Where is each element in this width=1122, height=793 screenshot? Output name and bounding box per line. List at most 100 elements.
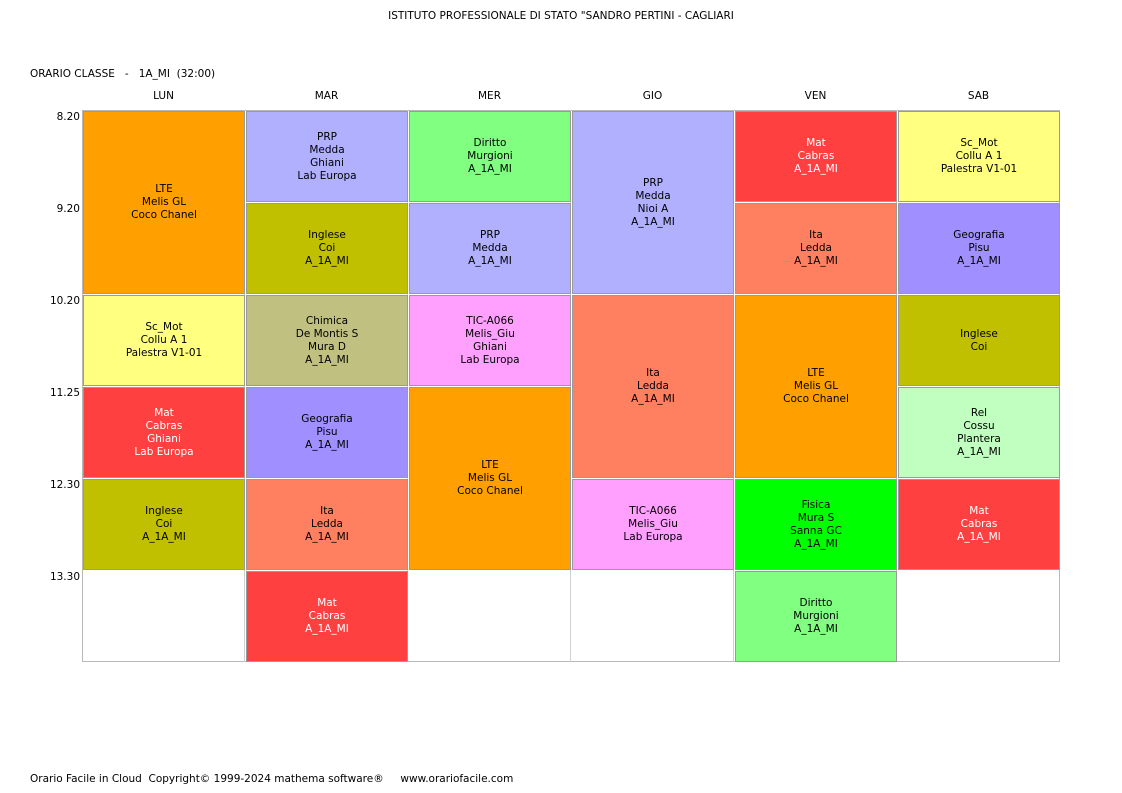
lesson-detail: Coi [970, 340, 988, 353]
lesson-detail: Pisu [968, 242, 990, 254]
lesson-subject: Chimica [305, 314, 349, 327]
lesson-block[interactable]: PRP Medda A_1A_MI [409, 203, 571, 294]
lesson-block[interactable]: TIC-A066 Melis_Giu Ghiani Lab Europa [409, 295, 571, 386]
lesson-detail: Mura S [797, 511, 835, 524]
lesson-detail: A_1A_MI [305, 353, 349, 366]
day-header-sab: SAB [967, 90, 990, 102]
lesson-detail: Lab Europa [460, 353, 520, 366]
lesson-detail: Ghiani [147, 432, 181, 445]
lesson-subject: Diritto [473, 137, 507, 149]
lesson-detail: A_1A_MI [794, 537, 838, 550]
grid-column-separator [244, 110, 245, 662]
lesson-detail: Ledda [637, 380, 669, 392]
lesson-detail: Collu A 1 [955, 150, 1003, 162]
lesson-detail: Coco Chanel [457, 485, 523, 497]
lesson-block[interactable]: TIC-A066 Melis_Giu Lab Europa [572, 479, 734, 570]
day-header-lun: LUN [153, 90, 174, 102]
lesson-block[interactable]: Mat Cabras Ghiani Lab Europa [83, 387, 245, 478]
lesson-detail: A_1A_MI [794, 623, 838, 635]
lesson-subject: Rel [970, 406, 988, 419]
lesson-block[interactable]: PRP Medda Ghiani Lab Europa [246, 111, 408, 202]
lesson-block[interactable]: LTE Melis GL Coco Chanel [735, 295, 897, 478]
lesson-block[interactable]: LTE Melis GL Coco Chanel [409, 387, 571, 570]
lesson-subject: Mat [969, 505, 989, 517]
lesson-block[interactable]: Sc_Mot Collu A 1 Palestra V1-01 [898, 111, 1060, 202]
lesson-subject: PRP [480, 229, 500, 241]
time-label: 11.25 [49, 387, 80, 399]
lesson-block[interactable]: Inglese Coi [898, 295, 1060, 386]
lesson-subject: TIC-A066 [629, 505, 677, 517]
lesson-detail: A_1A_MI [794, 163, 838, 175]
lesson-detail: Coco Chanel [131, 209, 197, 221]
lesson-detail: Collu A 1 [140, 334, 188, 346]
lesson-block[interactable]: Ita Ledda A_1A_MI [246, 479, 408, 570]
lesson-block[interactable]: Geografia Pisu A_1A_MI [246, 387, 408, 478]
lesson-subject: Mat [317, 597, 337, 609]
lesson-subject: Diritto [799, 597, 833, 609]
lesson-subject: PRP [643, 176, 663, 189]
lesson-block[interactable]: Fisica Mura S Sanna GC A_1A_MI [735, 479, 897, 570]
grid-column-separator [407, 110, 408, 662]
time-label: 9.20 [56, 203, 80, 215]
lesson-detail: Cabras [960, 518, 998, 530]
lesson-block[interactable]: Inglese Coi A_1A_MI [246, 203, 408, 294]
lesson-detail: Pisu [316, 426, 338, 438]
lesson-block[interactable]: Geografia Pisu A_1A_MI [898, 203, 1060, 294]
lesson-detail: Murgioni [793, 610, 839, 622]
footer-copyright: Orario Facile in Cloud Copyright© 1999-2… [30, 773, 514, 785]
lesson-block[interactable]: Mat Cabras A_1A_MI [246, 571, 408, 662]
lesson-block[interactable]: Rel Cossu Plantera A_1A_MI [898, 387, 1060, 478]
lesson-subject: Inglese [960, 327, 998, 340]
lesson-detail: Sanna GC [790, 524, 842, 537]
lesson-block[interactable]: Ita Ledda A_1A_MI [735, 203, 897, 294]
lesson-subject: Inglese [145, 505, 183, 517]
lesson-block[interactable]: LTE Melis GL Coco Chanel [83, 111, 245, 294]
lesson-block[interactable]: Inglese Coi A_1A_MI [83, 479, 245, 570]
time-label: 12.30 [49, 479, 80, 491]
lesson-subject: Inglese [308, 229, 346, 241]
lesson-subject: Ita [646, 367, 660, 379]
lesson-block[interactable]: Diritto Murgioni A_1A_MI [409, 111, 571, 202]
lesson-detail: Melis_Giu [628, 518, 678, 530]
lesson-detail: Ledda [311, 518, 343, 530]
lesson-detail: A_1A_MI [957, 531, 1001, 543]
lesson-detail: A_1A_MI [468, 255, 512, 267]
lesson-detail: Mura D [308, 340, 346, 353]
lesson-subject: Sc_Mot [960, 137, 998, 149]
lesson-detail: A_1A_MI [305, 255, 349, 267]
lesson-detail: Melis GL [141, 196, 187, 208]
lesson-detail: Ghiani [310, 156, 344, 169]
lesson-subject: LTE [481, 459, 499, 471]
lesson-detail: A_1A_MI [142, 531, 186, 543]
lesson-block[interactable]: PRP Medda Nioi A A_1A_MI [572, 111, 734, 294]
lesson-detail: Coco Chanel [783, 393, 849, 405]
lesson-detail: Coi [318, 242, 336, 254]
lesson-block[interactable]: Ita Ledda A_1A_MI [572, 295, 734, 478]
lesson-detail: Ledda [800, 242, 832, 254]
lesson-subject: Fisica [801, 498, 831, 511]
lesson-block[interactable]: Sc_Mot Collu A 1 Palestra V1-01 [83, 295, 245, 386]
lesson-detail: Melis GL [793, 380, 839, 392]
lesson-detail: Cabras [145, 419, 183, 432]
day-header-ven: VEN [804, 90, 827, 102]
lesson-detail: A_1A_MI [468, 163, 512, 175]
lesson-detail: Palestra V1-01 [940, 163, 1018, 175]
lesson-detail: A_1A_MI [305, 439, 349, 451]
lesson-subject: LTE [807, 367, 825, 379]
lesson-detail: Palestra V1-01 [125, 347, 203, 359]
lesson-subject: Ita [320, 505, 334, 517]
lesson-block[interactable]: Mat Cabras A_1A_MI [898, 479, 1060, 570]
lesson-subject: Sc_Mot [145, 321, 183, 333]
lesson-detail: Medda [309, 143, 345, 156]
lesson-block[interactable]: Mat Cabras A_1A_MI [735, 111, 897, 202]
lesson-detail: A_1A_MI [957, 255, 1001, 267]
lesson-detail: Medda [635, 189, 671, 202]
lesson-block[interactable]: Diritto Murgioni A_1A_MI [735, 571, 897, 662]
lesson-detail: Melis_Giu [465, 327, 515, 340]
lesson-detail: Cabras [797, 150, 835, 162]
time-label: 10.20 [49, 295, 80, 307]
lesson-block[interactable]: Chimica De Montis S Mura D A_1A_MI [246, 295, 408, 386]
lesson-subject: Geografia [953, 229, 1005, 241]
day-header-mar: MAR [314, 90, 339, 102]
lesson-detail: A_1A_MI [305, 531, 349, 543]
